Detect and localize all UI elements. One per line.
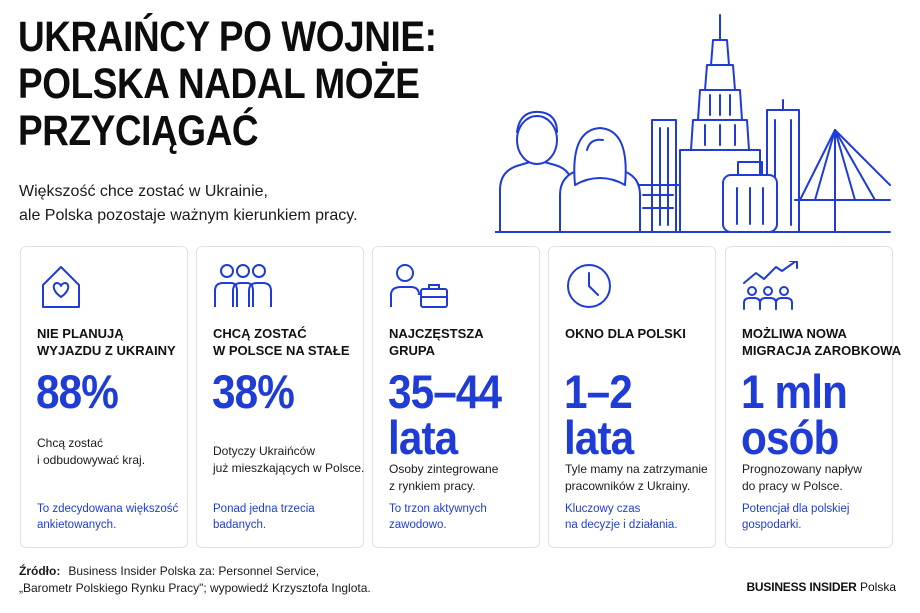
city-skyline-illustration <box>495 14 891 233</box>
card-stat: 38% <box>212 365 347 418</box>
card-note-line: To trzon aktywnych <box>389 503 487 515</box>
card-heading-line: NAJCZĘSTSZA <box>389 326 484 341</box>
card-heading-line: NIE PLANUJĄ <box>37 326 124 341</box>
card-description: Chcą zostać i odbudowywać kraj. <box>37 435 187 469</box>
card-note: Kluczowy czas na decyzje i działania. <box>565 501 715 533</box>
source-text: Business Insider Polska za: Personnel Se… <box>68 564 320 578</box>
card-heading: MOŻLIWA NOWA MIGRACJA ZAROBKOWA <box>742 325 902 359</box>
title-line: UKRAIŃCY PO WOJNIE: <box>18 13 437 61</box>
card-note-line: zawodowo. <box>389 519 447 531</box>
stat-card: NIE PLANUJĄ WYJAZDU Z UKRAINY 88% Chcą z… <box>20 246 188 548</box>
brand-name: BUSINESS INSIDER <box>746 580 857 594</box>
subtitle-line: ale Polska pozostaje ważnym kierunkiem p… <box>19 207 358 224</box>
source-label: Źródło: <box>19 564 61 578</box>
card-note: To trzon aktywnych zawodowo. <box>389 501 539 533</box>
card-description-line: z rynkiem pracy. <box>389 479 476 493</box>
card-stat-line: 35–44 <box>388 365 502 418</box>
page-title: UKRAIŃCY PO WOJNIE: POLSKA NADAL MOŻE PR… <box>18 13 437 155</box>
card-stat: 88% <box>36 365 171 418</box>
card-stat-line: 1–2 <box>564 365 633 418</box>
card-description-line: Dotyczy Ukraińców <box>213 444 316 458</box>
title-line: POLSKA NADAL MOŻE <box>18 60 420 108</box>
card-note-line: To zdecydowana większość <box>37 503 179 515</box>
stat-card: CHCĄ ZOSTAĆ W POLSCE NA STAŁE 38% Dotycz… <box>196 246 364 548</box>
card-heading: OKNO DLA POLSKI <box>565 325 710 342</box>
brand-region: Polska <box>859 580 896 594</box>
stat-cards: NIE PLANUJĄ WYJAZDU Z UKRAINY 88% Chcą z… <box>20 246 902 548</box>
card-description-line: i odbudowywać kraj. <box>37 453 146 467</box>
card-stat-line: 38% <box>212 365 295 418</box>
stat-card: NAJCZĘSTSZA GRUPA 35–44 lata Osoby zinte… <box>372 246 540 548</box>
card-note-line: badanych. <box>213 519 267 531</box>
source-line: Źródło: Business Insider Polska za: Perso… <box>19 563 539 580</box>
card-description-line: Osoby zintegrowane <box>389 462 499 476</box>
people-growth-icon <box>743 261 798 310</box>
card-stat: 1 mln osób <box>741 365 876 464</box>
card-stat-line: 88% <box>36 365 119 418</box>
card-stat-line: 1 mln <box>741 365 848 418</box>
card-stat: 35–44 lata <box>388 365 523 464</box>
card-note-line: na decyzje i działania. <box>565 519 678 531</box>
card-description-line: do pracy w Polsce. <box>742 479 843 493</box>
card-note: Ponad jedna trzecia badanych. <box>213 501 363 533</box>
subtitle: Większość chce zostać w Ukrainie, ale Po… <box>19 180 439 228</box>
card-stat-line: osób <box>741 411 839 464</box>
card-stat-line: lata <box>564 411 634 464</box>
card-note: Potencjał dla polskiej gospodarki. <box>742 501 892 533</box>
clock-icon <box>567 264 611 308</box>
stat-card: MOŻLIWA NOWA MIGRACJA ZAROBKOWA 1 mln os… <box>725 246 902 548</box>
card-description-line: Tyle mamy na zatrzymanie <box>565 462 708 476</box>
card-note-line: gospodarki. <box>742 519 802 531</box>
card-description-line: Chcą zostać <box>37 436 104 450</box>
card-description-line: już mieszkających w Polsce. <box>213 461 365 475</box>
card-heading-line: OKNO DLA POLSKI <box>565 326 686 341</box>
card-description-line: Prognozowany napływ <box>742 462 863 476</box>
card-note-line: Kluczowy czas <box>565 503 641 515</box>
card-stat-line: lata <box>388 411 458 464</box>
card-description: Tyle mamy na zatrzymanie pracowników z U… <box>565 461 715 495</box>
people-group-icon <box>214 264 272 307</box>
card-description: Osoby zintegrowane z rynkiem pracy. <box>389 461 539 495</box>
card-description: Prognozowany napływ do pracy w Polsce. <box>742 461 892 495</box>
subtitle-line: Większość chce zostać w Ukrainie, <box>19 183 268 200</box>
card-heading-line: CHCĄ ZOSTAĆ <box>213 326 307 341</box>
source-note: Źródło: Business Insider Polska za: Perso… <box>19 563 539 597</box>
person-briefcase-icon <box>390 264 448 308</box>
card-heading-line: WYJAZDU Z UKRAINY <box>37 343 176 358</box>
card-heading: CHCĄ ZOSTAĆ W POLSCE NA STAŁE <box>213 325 358 359</box>
card-heading-line: MIGRACJA ZAROBKOWA <box>742 343 902 358</box>
card-note-line: ankietowanych. <box>37 519 117 531</box>
card-note-line: Potencjał dla polskiej <box>742 503 850 515</box>
card-note: To zdecydowana większość ankietowanych. <box>37 501 187 533</box>
card-description: Dotyczy Ukraińców już mieszkających w Po… <box>213 443 365 477</box>
card-heading: NIE PLANUJĄ WYJAZDU Z UKRAINY <box>37 325 182 359</box>
card-heading-line: GRUPA <box>389 343 435 358</box>
card-note-line: Ponad jedna trzecia <box>213 503 315 515</box>
stat-card: OKNO DLA POLSKI 1–2 lata Tyle mamy na za… <box>548 246 716 548</box>
brand-logo: BUSINESS INSIDER Polska <box>746 580 896 594</box>
source-line: „Barometr Polskiego Rynku Pracy"; wypowi… <box>19 581 371 595</box>
house-heart-icon <box>42 266 80 308</box>
card-heading-line: W POLSCE NA STAŁE <box>213 343 350 358</box>
card-heading-line: MOŻLIWA NOWA <box>742 326 847 341</box>
card-description-line: pracowników z Ukrainy. <box>565 479 691 493</box>
title-line: PRZYCIĄGAĆ <box>18 107 259 155</box>
card-heading: NAJCZĘSTSZA GRUPA <box>389 325 534 359</box>
card-stat: 1–2 lata <box>564 365 699 464</box>
